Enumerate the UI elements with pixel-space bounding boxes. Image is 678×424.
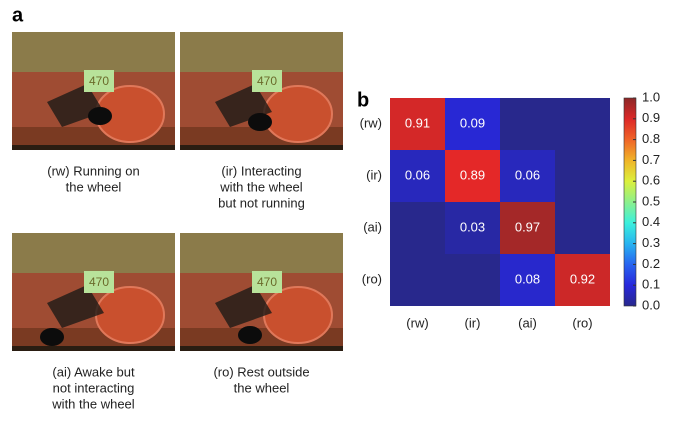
colorbar-tick-label: 0.0 [642,297,660,312]
heatmap-cell [500,98,555,150]
photo: 470 [180,233,343,351]
mouse [248,113,272,131]
x-tick-label: (ai) [518,315,537,330]
caption: (ir) Interacting [221,163,301,178]
cell-label: 0.08 [515,271,540,286]
cell-label: 0.03 [460,219,485,234]
panel-label: a [12,4,24,26]
colorbar-tick-label: 0.1 [642,277,660,292]
colorbar-tick-label: 0.5 [642,193,660,208]
cage-top [12,233,175,273]
caption: (ai) Awake but [52,364,135,379]
colorbar-tick-label: 0.6 [642,173,660,188]
photo: 470 [12,233,175,351]
wheel [264,86,332,142]
heatmap-cell [445,254,500,306]
y-tick-label: (rw) [360,115,382,130]
caption: (ro) Rest outside [213,364,309,379]
caption: the wheel [66,179,122,194]
cage-top [180,233,343,273]
caption: not interacting [53,380,135,395]
heatmap-cell [555,98,610,150]
cell-label: 0.09 [460,115,485,130]
photo: 470 [180,32,343,150]
colorbar-tick-label: 0.9 [642,110,660,125]
figure: a b 470(rw) Running onthe wheel470(ir) I… [0,0,678,419]
heatmap-cell [555,202,610,254]
mouse [40,328,64,346]
colorbar-tick-label: 0.8 [642,131,660,146]
cage-top [12,32,175,72]
caption: but not running [218,195,305,210]
mouse [88,107,112,125]
cell-label: 0.97 [515,219,540,234]
heatmap-cell [390,254,445,306]
panel-label: b [357,89,369,111]
tag-text: 470 [89,275,109,289]
y-tick-label: (ir) [366,167,382,182]
y-tick-label: (ai) [363,219,382,234]
cell-label: 0.91 [405,115,430,130]
heatmap-cell [555,150,610,202]
colorbar-tick-label: 0.3 [642,235,660,250]
colorbar-tick-label: 0.7 [642,152,660,167]
mouse [238,326,262,344]
caption: with the wheel [51,396,134,411]
colorbar-tick-label: 0.4 [642,214,660,229]
x-tick-label: (rw) [406,315,428,330]
y-tick-label: (ro) [362,271,382,286]
cell-label: 0.92 [570,271,595,286]
colorbar-tick-label: 1.0 [642,89,660,104]
x-tick-label: (ro) [572,315,592,330]
cell-label: 0.06 [405,167,430,182]
cell-label: 0.06 [515,167,540,182]
caption: the wheel [234,380,290,395]
x-tick-label: (ir) [465,315,481,330]
wheel [96,287,164,343]
cell-label: 0.89 [460,167,485,182]
colorbar-tick-label: 0.2 [642,256,660,271]
tag-text: 470 [257,275,277,289]
caption: with the wheel [219,179,302,194]
caption: (rw) Running on [47,163,140,178]
photo: 470 [12,32,175,150]
cage-top [180,32,343,72]
tag-text: 470 [257,74,277,88]
tag-text: 470 [89,74,109,88]
heatmap-cell [390,202,445,254]
wheel [264,287,332,343]
